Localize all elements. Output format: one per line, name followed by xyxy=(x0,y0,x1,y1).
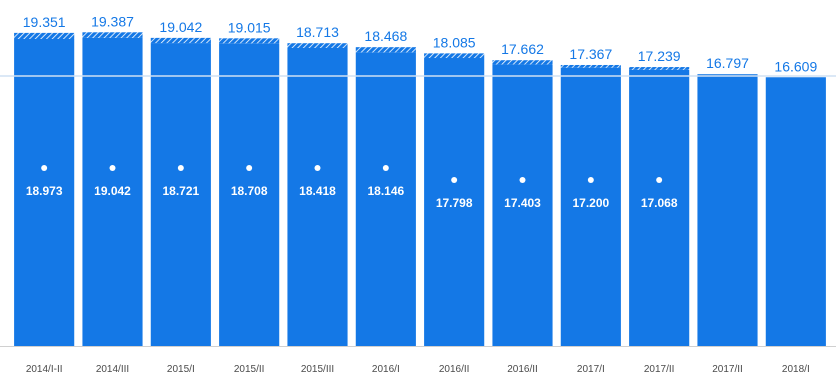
inner-value-label-9: 17.200 xyxy=(572,196,609,210)
marker-dot-4 xyxy=(246,165,253,171)
x-tick-label-9: 2017/I xyxy=(577,364,605,375)
marker-dot-6 xyxy=(382,165,389,171)
bar-6 xyxy=(355,52,416,346)
labels-layer: 19.351 18.973 19.387 19.042 19.042 18.721 19.0… xyxy=(23,13,818,210)
inner-value-label-8: 17.403 xyxy=(504,196,541,210)
bar-cap-3 xyxy=(150,37,211,44)
x-tick-label-5: 2015/III xyxy=(301,364,334,375)
bar-cap-8 xyxy=(492,60,553,65)
inner-value-label-3: 18.721 xyxy=(162,184,199,198)
top-value-label-4: 19.015 xyxy=(228,19,271,35)
marker-dot-3 xyxy=(177,165,184,171)
inner-value-label-6: 18.146 xyxy=(367,184,404,198)
marker-dot-5 xyxy=(314,165,321,171)
top-value-label-12: 16.609 xyxy=(774,58,817,74)
inner-value-label-7: 17.798 xyxy=(436,196,473,210)
top-value-label-7: 18.085 xyxy=(433,34,476,50)
bar-cap-9 xyxy=(560,64,621,68)
bar-11 xyxy=(697,74,758,346)
marker-dot-2 xyxy=(109,165,116,171)
bar-cap-1 xyxy=(14,32,75,39)
inner-value-label-4: 18.708 xyxy=(231,184,268,198)
marker-dot-8 xyxy=(519,177,526,183)
bar-cap-4 xyxy=(219,38,280,44)
bar-4 xyxy=(219,43,280,347)
x-tick-label-11: 2017/II xyxy=(712,364,743,375)
x-tick-label-3: 2015/I xyxy=(167,364,195,375)
marker-dot-9 xyxy=(587,177,594,183)
marker-dot-10 xyxy=(656,177,663,183)
bar-2 xyxy=(82,37,143,347)
x-tick-label-6: 2016/I xyxy=(372,364,400,375)
inner-value-label-10: 17.068 xyxy=(641,196,678,210)
bar-cap-10 xyxy=(629,67,690,70)
top-value-label-11: 16.797 xyxy=(706,55,749,71)
bar-5 xyxy=(287,47,348,346)
bar-cap-6 xyxy=(355,47,416,53)
x-tick-label-8: 2016/II xyxy=(507,364,538,375)
marker-dot-1 xyxy=(41,165,48,171)
x-tick-label-1: 2014/I-II xyxy=(26,364,63,375)
top-value-label-8: 17.662 xyxy=(501,41,544,57)
top-value-label-5: 18.713 xyxy=(296,24,339,40)
top-value-label-6: 18.468 xyxy=(364,28,407,44)
top-value-label-2: 19.387 xyxy=(91,13,134,29)
x-tick-label-2: 2014/III xyxy=(96,364,129,375)
bar-3 xyxy=(150,43,211,347)
bar-12 xyxy=(765,77,826,347)
marker-dot-7 xyxy=(451,177,458,183)
x-axis-ticks: 2014/I-II 2014/III 2015/I 2015/II 2015/III 20… xyxy=(0,346,836,375)
inner-value-label-2: 19.042 xyxy=(94,184,131,198)
top-value-label-1: 19.351 xyxy=(23,14,66,30)
inner-value-label-5: 18.418 xyxy=(299,184,336,198)
x-tick-label-10: 2017/II xyxy=(644,364,675,375)
top-value-label-10: 17.239 xyxy=(638,48,681,64)
bar-10 xyxy=(629,69,690,347)
bar-1 xyxy=(14,38,75,347)
bar-7 xyxy=(424,58,485,346)
x-tick-label-7: 2016/II xyxy=(439,364,470,375)
bar-8 xyxy=(492,64,553,346)
inner-value-label-1: 18.973 xyxy=(26,184,63,198)
x-tick-label-12: 2018/I xyxy=(782,364,810,375)
top-value-label-3: 19.042 xyxy=(159,19,202,35)
x-tick-label-4: 2015/II xyxy=(234,364,265,375)
bar-9 xyxy=(560,67,621,346)
bars-layer xyxy=(0,32,836,347)
top-value-label-9: 17.367 xyxy=(569,46,612,62)
bar-cap-5 xyxy=(287,43,348,48)
bar-cap-2 xyxy=(82,32,143,38)
bar-cap-7 xyxy=(424,53,485,59)
